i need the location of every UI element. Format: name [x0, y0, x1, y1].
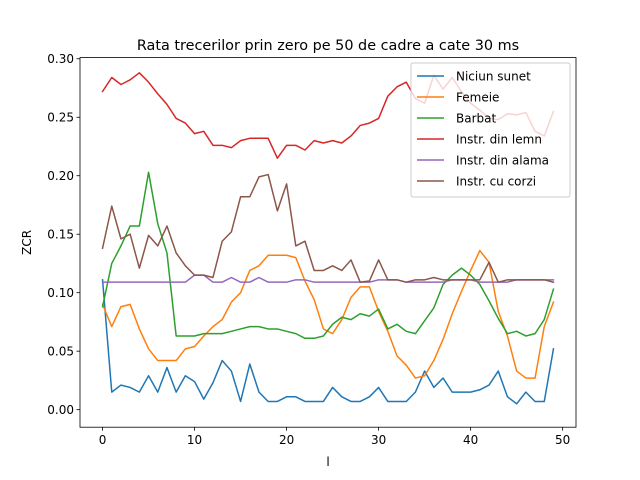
x-axis-label: l [326, 455, 329, 469]
x-tick-label: 50 [555, 433, 570, 447]
x-axis: 0 10 20 30 40 50 [99, 427, 570, 447]
x-tick-label: 0 [99, 433, 107, 447]
legend-box [410, 62, 571, 198]
series-line-5 [101, 274, 555, 283]
y-tick-label: 0.15 [47, 228, 74, 242]
y-tick-label: 0.25 [47, 111, 74, 125]
x-tick-label: 30 [371, 433, 386, 447]
x-tick-label: 10 [187, 433, 202, 447]
x-tick-label: 40 [463, 433, 478, 447]
plot-frame [79, 57, 577, 428]
series-line-6 [101, 173, 555, 284]
y-axis-label: ZCR [20, 230, 34, 255]
y-tick-label: 0.30 [47, 52, 74, 66]
chart-title: Rata trecerilor prin zero pe 50 de cadre… [137, 38, 519, 54]
legend-label: Instr. din alama [456, 153, 549, 167]
legend: Niciun sunet Femeie Barbat Instr. din lemn I… [410, 62, 571, 198]
y-tick-label: 0.10 [47, 286, 74, 300]
series-line-1 [101, 279, 555, 405]
series-line-3 [101, 171, 555, 340]
legend-label: Instr. din lemn [456, 132, 542, 146]
plot-series [101, 72, 555, 405]
y-tick-label: 0.20 [47, 169, 74, 183]
legend-label: Niciun sunet [456, 69, 531, 83]
y-tick-label: 0.00 [47, 403, 74, 417]
legend-label: Instr. cu corzi [456, 174, 536, 188]
y-axis: 0.00 0.05 0.10 0.15 0.20 0.25 0.30 [47, 52, 80, 417]
legend-label: Barbat [456, 111, 496, 125]
legend-label: Femeie [456, 90, 499, 104]
y-tick-label: 0.05 [47, 344, 74, 358]
x-tick-label: 20 [279, 433, 294, 447]
